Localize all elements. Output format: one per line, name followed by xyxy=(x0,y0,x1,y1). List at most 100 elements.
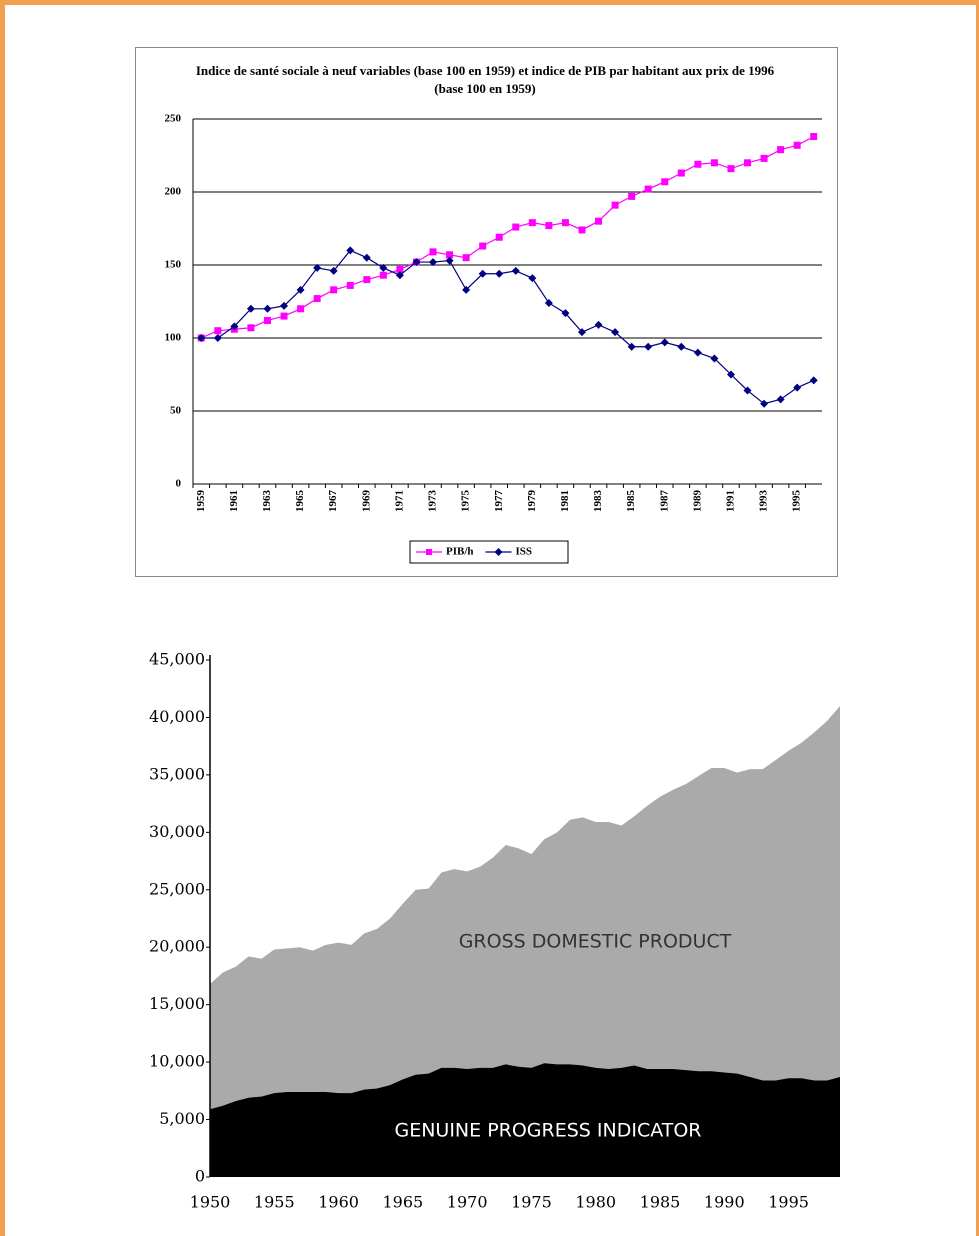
point-marker xyxy=(660,338,669,347)
x-tick-label: 1985 xyxy=(640,1193,681,1212)
y-tick-label: 25,000 xyxy=(149,879,205,898)
point-marker xyxy=(246,304,255,313)
x-tick-label: 1969 xyxy=(360,490,372,513)
y-tick-label: 10,000 xyxy=(149,1052,205,1071)
point-marker xyxy=(330,286,338,294)
point-marker xyxy=(247,324,255,332)
x-tick-label: 1960 xyxy=(318,1193,359,1212)
point-marker xyxy=(677,169,685,177)
point-marker xyxy=(446,251,454,259)
point-marker xyxy=(644,185,652,193)
x-tick-label: 1959 xyxy=(195,490,207,513)
point-marker xyxy=(578,226,586,234)
point-marker xyxy=(511,266,520,275)
x-tick-label: 1977 xyxy=(493,490,505,513)
point-marker xyxy=(346,246,355,255)
area xyxy=(210,1063,840,1177)
series-line xyxy=(201,135,815,339)
point-marker xyxy=(329,266,338,275)
x-tick-label: 1965 xyxy=(294,490,306,513)
point-marker xyxy=(710,159,718,167)
y-tick-label: 20,000 xyxy=(149,937,205,956)
point-marker xyxy=(412,258,421,267)
x-tick-label: 1995 xyxy=(791,490,803,513)
point-marker xyxy=(594,320,603,329)
point-marker xyxy=(577,328,586,337)
point-marker xyxy=(313,263,322,272)
point-marker xyxy=(693,348,702,357)
point-marker xyxy=(429,248,437,256)
y-tick-label: 200 xyxy=(165,186,182,198)
point-marker xyxy=(760,154,768,162)
point-marker xyxy=(495,269,504,278)
point-marker xyxy=(512,223,520,231)
x-tick-label: 1967 xyxy=(327,490,339,513)
point-marker xyxy=(760,399,769,408)
x-tick-label: 1980 xyxy=(575,1193,616,1212)
point-marker xyxy=(694,160,702,168)
point-marker xyxy=(809,376,818,385)
y-tick-label: 30,000 xyxy=(149,822,205,841)
y-tick-label: 35,000 xyxy=(149,764,205,783)
point-marker xyxy=(628,192,636,200)
point-marker xyxy=(280,312,288,320)
point-marker xyxy=(776,395,785,404)
point-marker xyxy=(462,285,471,294)
point-marker xyxy=(528,219,536,227)
y-tick-label: 50 xyxy=(170,405,182,417)
point-marker xyxy=(793,141,801,149)
point-marker xyxy=(479,242,487,250)
point-marker xyxy=(263,316,271,324)
point-marker xyxy=(280,301,289,310)
point-marker xyxy=(627,342,636,351)
point-marker xyxy=(445,256,454,265)
x-tick-label: 1971 xyxy=(393,490,405,512)
point-marker xyxy=(611,328,620,337)
y-tick-label: 40,000 xyxy=(149,707,205,726)
x-tick-label: 1991 xyxy=(724,490,736,512)
point-marker xyxy=(744,159,752,167)
point-marker xyxy=(197,334,206,342)
y-tick-label: 150 xyxy=(165,259,182,271)
point-marker xyxy=(661,178,669,186)
x-tick-label: 1961 xyxy=(228,490,240,512)
point-marker xyxy=(379,271,387,279)
point-marker xyxy=(777,146,785,154)
x-tick-label: 1955 xyxy=(254,1193,295,1212)
y-tick-label: 100 xyxy=(165,332,182,344)
x-tick-label: 1965 xyxy=(382,1193,423,1212)
x-tick-label: 1981 xyxy=(559,490,571,512)
point-marker xyxy=(710,354,719,363)
x-tick-label: 1990 xyxy=(704,1193,745,1212)
point-marker xyxy=(545,222,553,230)
point-marker xyxy=(726,370,735,379)
point-marker xyxy=(595,217,603,225)
point-marker xyxy=(677,342,686,351)
y-tick-label: 15,000 xyxy=(149,994,205,1013)
point-marker xyxy=(561,219,569,227)
x-tick-label: 1989 xyxy=(691,490,703,513)
x-tick-label: 1975 xyxy=(511,1193,552,1212)
point-marker xyxy=(214,327,222,335)
legend-label: ISS xyxy=(516,546,533,558)
point-marker xyxy=(363,276,371,284)
point-marker xyxy=(611,201,619,209)
x-tick-label: 1973 xyxy=(427,490,439,513)
x-tick-label: 1993 xyxy=(758,490,770,513)
point-marker xyxy=(727,165,735,173)
chart-title: Indice de santé sociale à neuf variables… xyxy=(195,63,775,96)
point-marker xyxy=(495,233,503,241)
x-tick-label: 1975 xyxy=(460,490,472,513)
x-tick-label: 1979 xyxy=(526,490,538,513)
point-marker xyxy=(644,342,653,351)
x-tick-label: 1983 xyxy=(592,490,604,513)
series-label: GENUINE PROGRESS INDICATOR xyxy=(394,1120,701,1142)
point-marker xyxy=(396,265,404,273)
y-tick-label: 0 xyxy=(176,478,182,490)
y-tick-label: 5,000 xyxy=(159,1109,205,1128)
legend-label: PIB/h xyxy=(446,546,474,558)
point-marker xyxy=(793,383,802,392)
